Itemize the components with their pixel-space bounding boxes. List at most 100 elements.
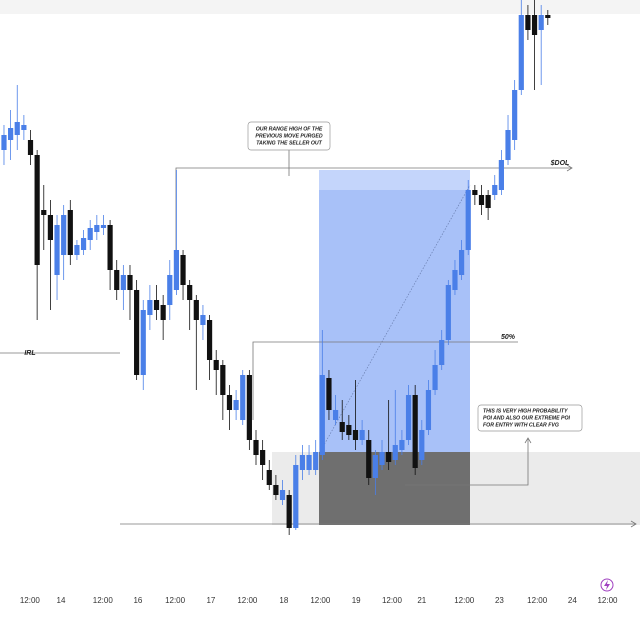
diagonal [319,184,471,453]
candle-body [452,270,458,290]
x-tick-label: 17 [206,596,215,605]
candle-body [279,490,286,500]
arrow [524,437,532,444]
candle-body [180,255,186,285]
candle-body [100,225,107,228]
candle-body [193,300,199,320]
x-axis: 12:00 14 12:00 16 12:00 17 12:00 18 12:00 19 12:00… [20,596,618,605]
x-tick-label: 12:00 [597,596,618,605]
candle-body [107,225,113,270]
note-line: OUR RANGE HIGH OF THE [256,126,323,132]
candle-body [286,495,292,528]
candle-body [419,430,425,460]
irl-label: IRL [24,350,35,357]
note-box [477,404,583,432]
candle-body [332,410,339,420]
candle-body [240,375,246,420]
candle-body [531,15,538,35]
candle-body [379,452,385,465]
candle-body [538,15,544,30]
x-tick-label: 16 [133,596,142,605]
note-line: POI AND ALSO OUR EXTREME POI [483,415,571,421]
x-tick-label: 12:00 [237,596,258,605]
fifty-line [252,341,518,420]
top-bar [0,0,640,14]
dol-line [175,167,572,250]
dol-label: $DOL [550,160,570,167]
candle-body [47,215,54,240]
x-tick-label: 12:00 [165,596,186,605]
candle-body [87,228,93,240]
x-tick-label: 12:00 [310,596,331,605]
note-line: TAKING THE SELLER OUT [256,140,322,146]
target-zone-top [319,170,470,190]
candle-body [266,470,272,485]
candle-body [200,315,206,325]
fifty-label: 50% [501,334,516,341]
candle-body [485,195,491,208]
candle-body [147,300,153,315]
candle-body [260,450,266,465]
candle-body [160,305,166,320]
arrow [566,164,573,172]
candle-body [14,122,20,135]
candle-body [359,430,365,440]
candle-body [412,395,418,468]
note-line: FOR ENTRY WITH CLEAR FVG [483,422,559,428]
candle-body [425,390,432,430]
candle-body [306,455,312,470]
candle-body [127,275,133,290]
arrow [630,520,637,528]
candle-body [339,422,345,432]
candle-body [167,275,173,305]
candle-body [386,452,392,462]
candle-body [67,210,73,255]
note-box [247,121,331,151]
candle-body [492,185,498,195]
candle-body [253,440,259,455]
candle-body [34,155,40,265]
lines [0,150,637,528]
poi-line [405,438,529,486]
x-tick-label: 23 [495,596,504,605]
candle-body [74,245,80,255]
candle-body [478,195,485,205]
candle-body [134,290,140,375]
note-line: PREVIOUS MOVE PURGED [255,133,322,139]
x-tick-label: 21 [417,596,426,605]
note-line: THIS IS VERY HIGH PROBABILITY [483,408,568,414]
candle-body [299,455,306,470]
x-tick-label: 18 [279,596,288,605]
candle-body [512,90,518,140]
candle-body [94,225,100,232]
candle-body [313,452,319,470]
candle-body [206,320,213,360]
candle-body [518,15,524,90]
candle-body [233,400,239,410]
target-zone [319,170,470,452]
candle-body [352,430,359,440]
candle-body [372,455,378,478]
x-tick-label: 12:00 [527,596,548,605]
candle-body [432,365,438,390]
x-tick-label: 12:00 [93,596,114,605]
candles [1,0,551,535]
candle-body [120,275,126,290]
candle-body [326,378,332,410]
stop-zone [319,452,470,525]
candle-body [293,465,299,528]
x-tick-label: 12:00 [454,596,475,605]
candle-body [213,360,219,370]
candle-body [392,445,398,460]
candle-body [153,300,160,310]
candle-body [61,215,67,255]
x-tick-label: 19 [352,596,361,605]
candle-body [226,395,233,410]
x-tick-label: 12:00 [382,596,403,605]
candle-body [27,140,34,155]
candle-body [405,395,412,440]
candle-body [41,210,47,215]
alert-bolt [604,580,610,590]
candle-body [439,340,445,365]
